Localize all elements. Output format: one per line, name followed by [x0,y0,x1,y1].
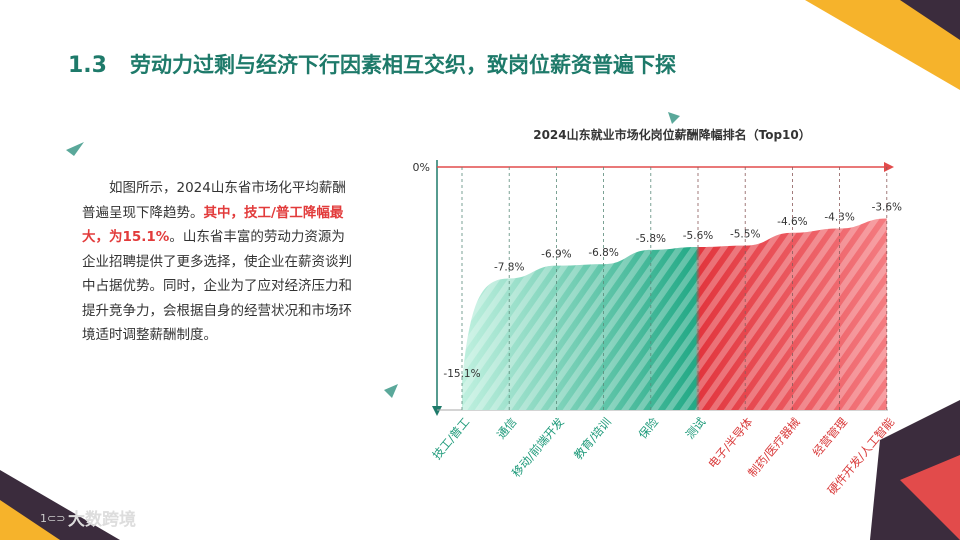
logo-text: 大数跨境 [68,509,136,530]
value-label: -15.1% [443,368,480,380]
deco [0,500,60,540]
deco [900,455,960,540]
x-tick-label: 电子/半导体 [705,415,755,471]
highlight: 其中，技工/普工降幅最大，为15.1% [82,204,344,246]
y-tick-label: 0% [413,161,430,174]
slide-title: 劳动力过剩与经济下行因素相互交织，致岗位薪资普遍下探 [130,53,676,77]
value-label: -3.6% [872,201,902,213]
section-number: 1.3 [68,53,107,78]
deco [668,112,680,124]
value-label: -4.3% [824,211,854,223]
x-tick-label: 通信 [494,415,520,442]
deco [384,384,398,398]
arrow [884,162,894,172]
arrow [432,406,442,416]
x-tick-label: 经营管理 [810,415,851,460]
area-stripes [462,218,887,410]
x-tick-label: 测试 [683,415,709,442]
x-tick-label: 技工/普工 [430,415,473,462]
value-label: -6.8% [588,247,618,259]
value-label: -6.9% [541,249,571,261]
value-label: -4.6% [777,216,807,228]
value-label: -7.8% [494,261,524,273]
x-tick-label: 教育/培训 [571,415,614,462]
deco [805,0,960,90]
deco [900,0,960,40]
value-label: -5.5% [730,229,760,241]
chart-title: 2024山东就业市场化岗位薪酬降幅排名（Top10） [533,127,811,142]
value-label: -5.6% [683,230,713,242]
deco [66,142,84,156]
text: 如图所示，2024山东省市场化平均薪酬普遍呈现下降趋势。 [82,180,346,221]
value-label: -5.8% [636,233,666,245]
text: 。山东省丰富的劳动力资源为企业招聘提供了更多选择，使企业在薪资谈判中占据优势。同… [82,229,352,343]
logo-mark: 1⊂⊃ [40,512,65,525]
x-tick-label: 保险 [636,415,662,442]
paragraph: 如图所示，2024山东省市场化平均薪酬普遍呈现下降趋势。其中，技工/普工降幅最大… [82,176,354,348]
